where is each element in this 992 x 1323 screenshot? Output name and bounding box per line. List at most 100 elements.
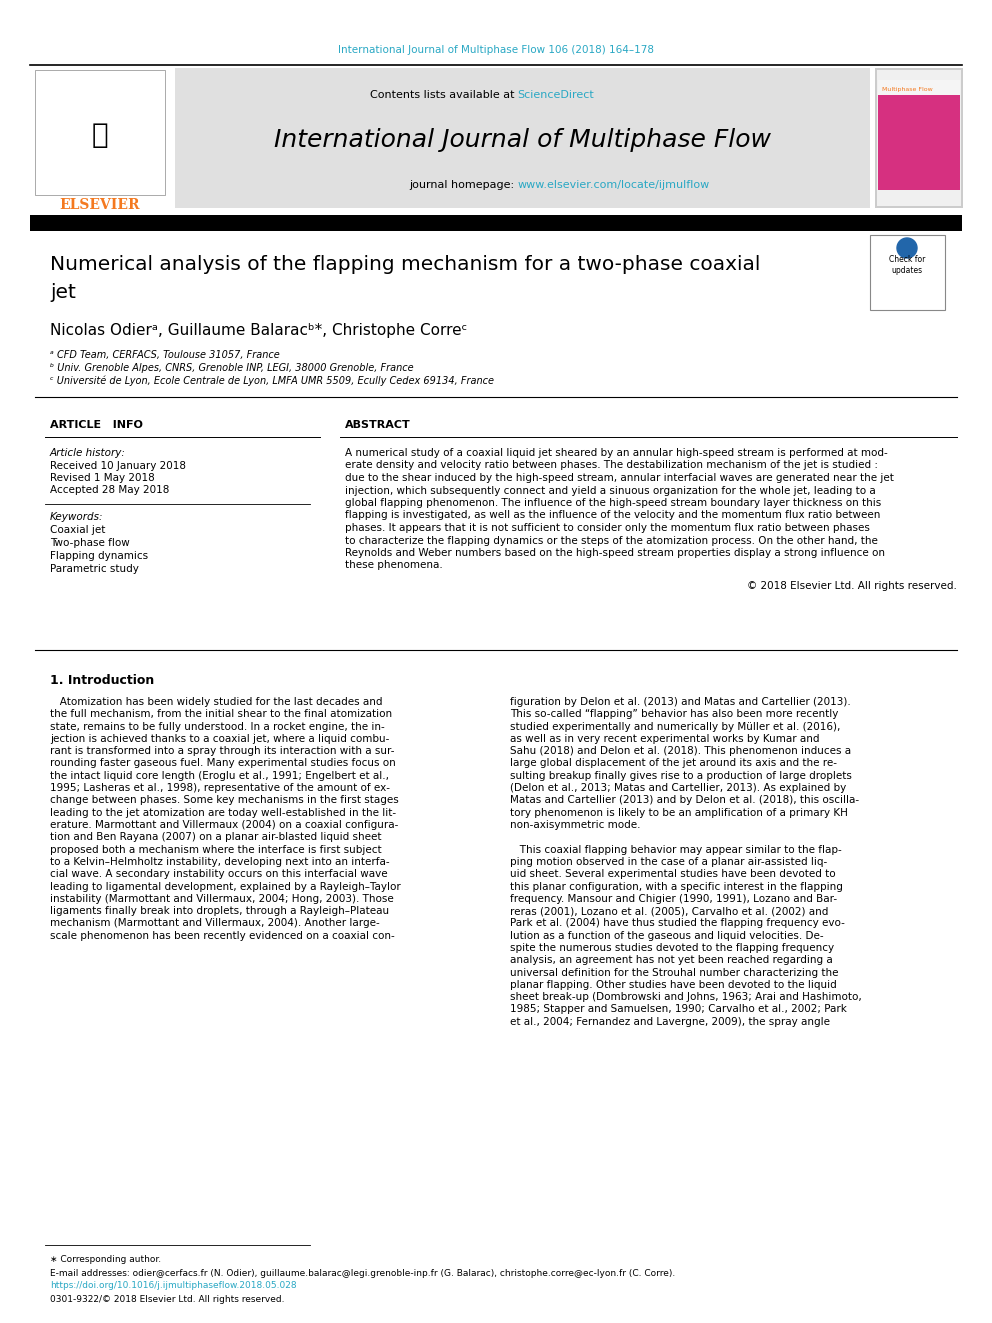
- Text: This so-called “flapping” behavior has also been more recently: This so-called “flapping” behavior has a…: [510, 709, 838, 720]
- Text: 1995; Lasheras et al., 1998), representative of the amount of ex-: 1995; Lasheras et al., 1998), representa…: [50, 783, 390, 792]
- Text: ligaments finally break into droplets, through a Rayleigh–Plateau: ligaments finally break into droplets, t…: [50, 906, 389, 916]
- Text: studied experimentally and numerically by Müller et al. (2016),: studied experimentally and numerically b…: [510, 721, 840, 732]
- Text: figuration by Delon et al. (2013) and Matas and Cartellier (2013).: figuration by Delon et al. (2013) and Ma…: [510, 697, 851, 706]
- Text: analysis, an agreement has not yet been reached regarding a: analysis, an agreement has not yet been …: [510, 955, 832, 966]
- Text: non-axisymmetric mode.: non-axisymmetric mode.: [510, 820, 641, 830]
- Text: jection is achieved thanks to a coaxial jet, where a liquid combu-: jection is achieved thanks to a coaxial …: [50, 734, 390, 744]
- Text: 0301-9322/© 2018 Elsevier Ltd. All rights reserved.: 0301-9322/© 2018 Elsevier Ltd. All right…: [50, 1294, 285, 1303]
- Text: instability (Marmottant and Villermaux, 2004; Hong, 2003). Those: instability (Marmottant and Villermaux, …: [50, 894, 394, 904]
- Text: universal definition for the Strouhal number characterizing the: universal definition for the Strouhal nu…: [510, 967, 838, 978]
- Text: spite the numerous studies devoted to the flapping frequency: spite the numerous studies devoted to th…: [510, 943, 834, 953]
- Text: due to the shear induced by the high-speed stream, annular interfacial waves are: due to the shear induced by the high-spe…: [345, 474, 894, 483]
- Text: ELSEVIER: ELSEVIER: [60, 198, 140, 212]
- Text: Multiphase Flow: Multiphase Flow: [882, 87, 932, 93]
- Text: leading to the jet atomization are today well-established in the lit-: leading to the jet atomization are today…: [50, 808, 396, 818]
- Text: the intact liquid core length (Eroglu et al., 1991; Engelbert et al.,: the intact liquid core length (Eroglu et…: [50, 771, 389, 781]
- Bar: [875, 67, 963, 70]
- Text: phases. It appears that it is not sufficient to consider only the momentum flux : phases. It appears that it is not suffic…: [345, 523, 870, 533]
- Text: jet: jet: [50, 283, 75, 303]
- Text: © 2018 Elsevier Ltd. All rights reserved.: © 2018 Elsevier Ltd. All rights reserved…: [747, 581, 957, 591]
- Text: E-mail addresses: odier@cerfacs.fr (N. Odier), guillaume.balarac@legi.grenoble-i: E-mail addresses: odier@cerfacs.fr (N. O…: [50, 1269, 676, 1278]
- Text: erate density and velocity ratio between phases. The destabilization mechanism o: erate density and velocity ratio between…: [345, 460, 878, 471]
- Text: ∗ Corresponding author.: ∗ Corresponding author.: [50, 1256, 161, 1265]
- Text: Two-phase flow: Two-phase flow: [50, 538, 130, 548]
- Text: Numerical analysis of the flapping mechanism for a two-phase coaxial: Numerical analysis of the flapping mecha…: [50, 255, 761, 274]
- Text: ping motion observed in the case of a planar air-assisted liq-: ping motion observed in the case of a pl…: [510, 857, 827, 867]
- Text: 1. Introduction: 1. Introduction: [50, 673, 154, 687]
- Text: tion and Ben Rayana (2007) on a planar air-blasted liquid sheet: tion and Ben Rayana (2007) on a planar a…: [50, 832, 382, 843]
- Text: tory phenomenon is likely to be an amplification of a primary KH: tory phenomenon is likely to be an ampli…: [510, 808, 848, 818]
- Text: Received 10 January 2018: Received 10 January 2018: [50, 460, 186, 471]
- Text: rounding faster gaseous fuel. Many experimental studies focus on: rounding faster gaseous fuel. Many exper…: [50, 758, 396, 769]
- Text: change between phases. Some key mechanisms in the first stages: change between phases. Some key mechanis…: [50, 795, 399, 806]
- Bar: [878, 79, 960, 191]
- Text: Coaxial jet: Coaxial jet: [50, 525, 105, 534]
- Bar: [875, 206, 963, 208]
- Text: International Journal of Multiphase Flow: International Journal of Multiphase Flow: [274, 128, 771, 152]
- Text: proposed both a mechanism where the interface is first subject: proposed both a mechanism where the inte…: [50, 844, 382, 855]
- Text: planar flapping. Other studies have been devoted to the liquid: planar flapping. Other studies have been…: [510, 980, 836, 990]
- Text: et al., 2004; Fernandez and Lavergne, 2009), the spray angle: et al., 2004; Fernandez and Lavergne, 20…: [510, 1017, 830, 1027]
- Text: ARTICLE   INFO: ARTICLE INFO: [50, 419, 143, 430]
- Text: ABSTRACT: ABSTRACT: [345, 419, 411, 430]
- Text: cial wave. A secondary instability occurs on this interfacial wave: cial wave. A secondary instability occur…: [50, 869, 388, 880]
- Text: A numerical study of a coaxial liquid jet sheared by an annular high-speed strea: A numerical study of a coaxial liquid je…: [345, 448, 888, 458]
- Text: frequency. Mansour and Chigier (1990, 1991), Lozano and Bar-: frequency. Mansour and Chigier (1990, 19…: [510, 894, 837, 904]
- Text: Matas and Cartellier (2013) and by Delon et al. (2018), this oscilla-: Matas and Cartellier (2013) and by Delon…: [510, 795, 859, 806]
- Text: global flapping phenomenon. The influence of the high-speed stream boundary laye: global flapping phenomenon. The influenc…: [345, 497, 881, 508]
- Text: Reynolds and Weber numbers based on the high-speed stream properties display a s: Reynolds and Weber numbers based on the …: [345, 548, 885, 558]
- Text: flapping is investigated, as well as the influence of the velocity and the momen: flapping is investigated, as well as the…: [345, 511, 880, 520]
- Text: to a Kelvin–Helmholtz instability, developing next into an interfa-: to a Kelvin–Helmholtz instability, devel…: [50, 857, 390, 867]
- Text: Revised 1 May 2018: Revised 1 May 2018: [50, 474, 155, 483]
- Text: Flapping dynamics: Flapping dynamics: [50, 550, 148, 561]
- Text: injection, which subsequently connect and yield a sinuous organization for the w: injection, which subsequently connect an…: [345, 486, 876, 496]
- Text: leading to ligamental development, explained by a Rayleigh–Taylor: leading to ligamental development, expla…: [50, 881, 401, 892]
- Text: uid sheet. Several experimental studies have been devoted to: uid sheet. Several experimental studies …: [510, 869, 835, 880]
- Text: large global displacement of the jet around its axis and the re-: large global displacement of the jet aro…: [510, 758, 837, 769]
- Bar: [35, 70, 165, 194]
- Text: ᵃ CFD Team, CERFACS, Toulouse 31057, France: ᵃ CFD Team, CERFACS, Toulouse 31057, Fra…: [50, 351, 280, 360]
- Text: rant is transformed into a spray through its interaction with a sur-: rant is transformed into a spray through…: [50, 746, 395, 757]
- Text: sheet break-up (Dombrowski and Johns, 1963; Arai and Hashimoto,: sheet break-up (Dombrowski and Johns, 19…: [510, 992, 862, 1003]
- Text: erature. Marmottant and Villermaux (2004) on a coaxial configura-: erature. Marmottant and Villermaux (2004…: [50, 820, 399, 830]
- Bar: [961, 67, 963, 208]
- Bar: [875, 67, 963, 208]
- Text: state, remains to be fully understood. In a rocket engine, the in-: state, remains to be fully understood. I…: [50, 721, 385, 732]
- Text: Check for
updates: Check for updates: [889, 255, 926, 275]
- Text: this planar configuration, with a specific interest in the flapping: this planar configuration, with a specif…: [510, 881, 843, 892]
- Text: ScienceDirect: ScienceDirect: [518, 90, 594, 101]
- Bar: [878, 79, 960, 95]
- Text: journal homepage:: journal homepage:: [409, 180, 518, 191]
- Text: Keywords:: Keywords:: [50, 512, 103, 523]
- Text: Sahu (2018) and Delon et al. (2018). This phenomenon induces a: Sahu (2018) and Delon et al. (2018). Thi…: [510, 746, 851, 757]
- Text: ᶜ Université de Lyon, Ecole Centrale de Lyon, LMFA UMR 5509, Ecully Cedex 69134,: ᶜ Université de Lyon, Ecole Centrale de …: [50, 376, 494, 386]
- Text: mechanism (Marmottant and Villermaux, 2004). Another large-: mechanism (Marmottant and Villermaux, 20…: [50, 918, 380, 929]
- Text: as well as in very recent experimental works by Kumar and: as well as in very recent experimental w…: [510, 734, 819, 744]
- Text: Accepted 28 May 2018: Accepted 28 May 2018: [50, 486, 170, 495]
- Circle shape: [897, 238, 917, 258]
- Text: (Delon et al., 2013; Matas and Cartellier, 2013). As explained by: (Delon et al., 2013; Matas and Cartellie…: [510, 783, 846, 792]
- Text: Atomization has been widely studied for the last decades and: Atomization has been widely studied for …: [50, 697, 383, 706]
- Text: Contents lists available at: Contents lists available at: [369, 90, 518, 101]
- Text: This coaxial flapping behavior may appear similar to the flap-: This coaxial flapping behavior may appea…: [510, 844, 842, 855]
- Text: scale phenomenon has been recently evidenced on a coaxial con-: scale phenomenon has been recently evide…: [50, 930, 395, 941]
- Text: Nicolas Odierᵃ, Guillaume Balaracᵇ*, Christophe Correᶜ: Nicolas Odierᵃ, Guillaume Balaracᵇ*, Chr…: [50, 323, 467, 337]
- Text: Article history:: Article history:: [50, 448, 126, 458]
- Text: sulting breakup finally gives rise to a production of large droplets: sulting breakup finally gives rise to a …: [510, 771, 852, 781]
- Text: lution as a function of the gaseous and liquid velocities. De-: lution as a function of the gaseous and …: [510, 930, 823, 941]
- Text: 🌳: 🌳: [91, 120, 108, 149]
- Bar: [175, 67, 870, 208]
- Bar: [870, 235, 945, 310]
- Text: to characterize the flapping dynamics or the steps of the atomization process. O: to characterize the flapping dynamics or…: [345, 536, 878, 545]
- Bar: [875, 67, 877, 208]
- Text: ᵇ Univ. Grenoble Alpes, CNRS, Grenoble INP, LEGI, 38000 Grenoble, France: ᵇ Univ. Grenoble Alpes, CNRS, Grenoble I…: [50, 363, 414, 373]
- Text: Parametric study: Parametric study: [50, 564, 139, 574]
- Text: 1985; Stapper and Samuelsen, 1990; Carvalho et al., 2002; Park: 1985; Stapper and Samuelsen, 1990; Carva…: [510, 1004, 847, 1015]
- Text: https://doi.org/10.1016/j.ijmultiphaseflow.2018.05.028: https://doi.org/10.1016/j.ijmultiphasefl…: [50, 1282, 297, 1290]
- Bar: [30, 216, 962, 232]
- Text: Park et al. (2004) have thus studied the flapping frequency evo-: Park et al. (2004) have thus studied the…: [510, 918, 845, 929]
- Text: www.elsevier.com/locate/ijmulflow: www.elsevier.com/locate/ijmulflow: [518, 180, 709, 191]
- Text: these phenomena.: these phenomena.: [345, 561, 442, 570]
- Text: International Journal of Multiphase Flow 106 (2018) 164–178: International Journal of Multiphase Flow…: [338, 45, 654, 56]
- Text: the full mechanism, from the initial shear to the final atomization: the full mechanism, from the initial she…: [50, 709, 392, 720]
